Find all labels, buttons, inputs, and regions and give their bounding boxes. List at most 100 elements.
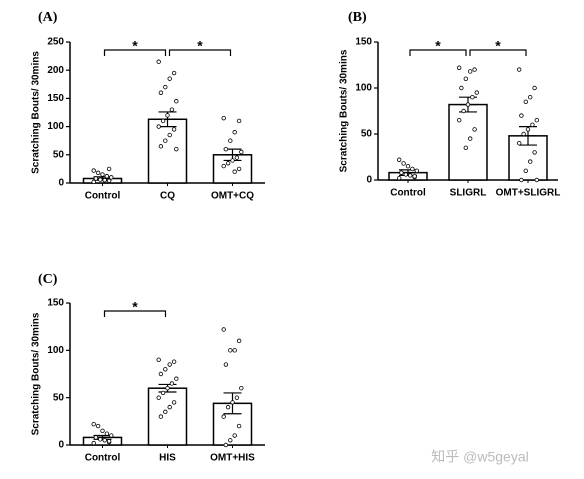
x-tick-label: CQ (160, 191, 175, 202)
data-point (463, 145, 468, 150)
data-point (412, 174, 417, 179)
panel-label: (A) (38, 10, 58, 25)
data-point (106, 166, 112, 172)
data-point (174, 146, 179, 152)
data-point (408, 173, 413, 178)
data-point (163, 84, 168, 90)
y-tick-label: 150 (355, 37, 372, 48)
data-point (232, 433, 237, 438)
y-tick-label: 250 (47, 37, 64, 48)
data-point (91, 440, 96, 446)
data-point (534, 117, 539, 123)
significance-label: * (132, 299, 138, 315)
data-point (171, 70, 177, 76)
data-point (221, 414, 226, 419)
x-tick-label: Control (390, 188, 426, 199)
data-point (519, 113, 524, 118)
significance-label: * (435, 38, 441, 54)
y-tick-label: 50 (361, 129, 373, 140)
data-point (91, 179, 96, 185)
y-tick-label: 0 (366, 175, 372, 186)
data-point (465, 102, 471, 107)
data-point (414, 168, 419, 173)
x-tick-label: Control (85, 191, 121, 202)
data-point (104, 174, 110, 179)
data-point (236, 423, 242, 429)
data-point (525, 127, 531, 132)
y-tick-label: 100 (47, 345, 64, 356)
x-tick-label: OMT+HIS (210, 453, 255, 464)
error-bar (93, 434, 112, 440)
data-point (91, 421, 96, 427)
data-point (523, 99, 528, 104)
y-tick-label: 100 (47, 121, 64, 132)
data-point (156, 395, 161, 400)
data-point (221, 327, 226, 332)
data-point (470, 94, 475, 100)
error-bar (158, 111, 177, 128)
data-point (228, 348, 233, 353)
data-point (156, 357, 161, 362)
data-point (401, 161, 406, 166)
data-point (167, 404, 172, 410)
y-axis-label: Scratching Bouts/ 30mins (339, 49, 350, 172)
data-point (223, 362, 229, 367)
data-point (236, 166, 242, 172)
data-point (521, 131, 526, 137)
y-axis-label: Scratching Bouts/ 30mins (31, 312, 42, 435)
data-point (472, 67, 477, 72)
data-point (459, 85, 464, 91)
y-tick-label: 150 (47, 93, 64, 104)
data-point (167, 362, 172, 367)
data-point (468, 136, 473, 141)
data-point (528, 159, 533, 164)
data-point (163, 367, 168, 372)
significance-label: * (132, 38, 138, 54)
data-point (163, 409, 168, 415)
data-point (106, 439, 112, 444)
data-point (95, 170, 101, 176)
data-point (528, 94, 533, 100)
data-point (405, 163, 411, 169)
data-point (95, 423, 101, 429)
data-point (91, 168, 96, 173)
data-point (239, 149, 244, 155)
error-bar (223, 148, 242, 162)
significance-label: * (197, 38, 203, 54)
error-bar (519, 126, 537, 146)
significance-bracket (469, 49, 527, 56)
data-point (403, 172, 408, 177)
data-point (523, 168, 528, 173)
data-point (158, 414, 164, 419)
data-point (399, 170, 404, 175)
data-point (228, 138, 233, 143)
significance-bracket (409, 49, 467, 56)
data-point (98, 177, 103, 182)
data-point (93, 176, 99, 181)
panel-label: (B) (348, 10, 367, 25)
data-point (171, 127, 177, 132)
data-point (158, 371, 164, 377)
data-point (519, 177, 524, 183)
data-point (221, 115, 226, 121)
data-point (461, 108, 466, 114)
y-tick-label: 100 (355, 83, 372, 94)
data-point (223, 442, 229, 448)
data-point (102, 438, 107, 443)
significance-bracket (168, 49, 232, 56)
data-point (230, 400, 235, 405)
watermark: 知乎 @w5geyal (431, 449, 528, 465)
data-point (223, 146, 229, 152)
x-tick-label: HIS (159, 453, 176, 464)
data-point (530, 122, 535, 127)
data-point (100, 172, 105, 177)
data-point (517, 67, 522, 72)
y-tick-label: 50 (53, 392, 65, 403)
data-point (160, 390, 166, 396)
data-point (225, 404, 231, 410)
data-point (534, 177, 539, 183)
data-point (93, 435, 99, 440)
data-point (165, 113, 170, 118)
data-point (167, 132, 172, 138)
